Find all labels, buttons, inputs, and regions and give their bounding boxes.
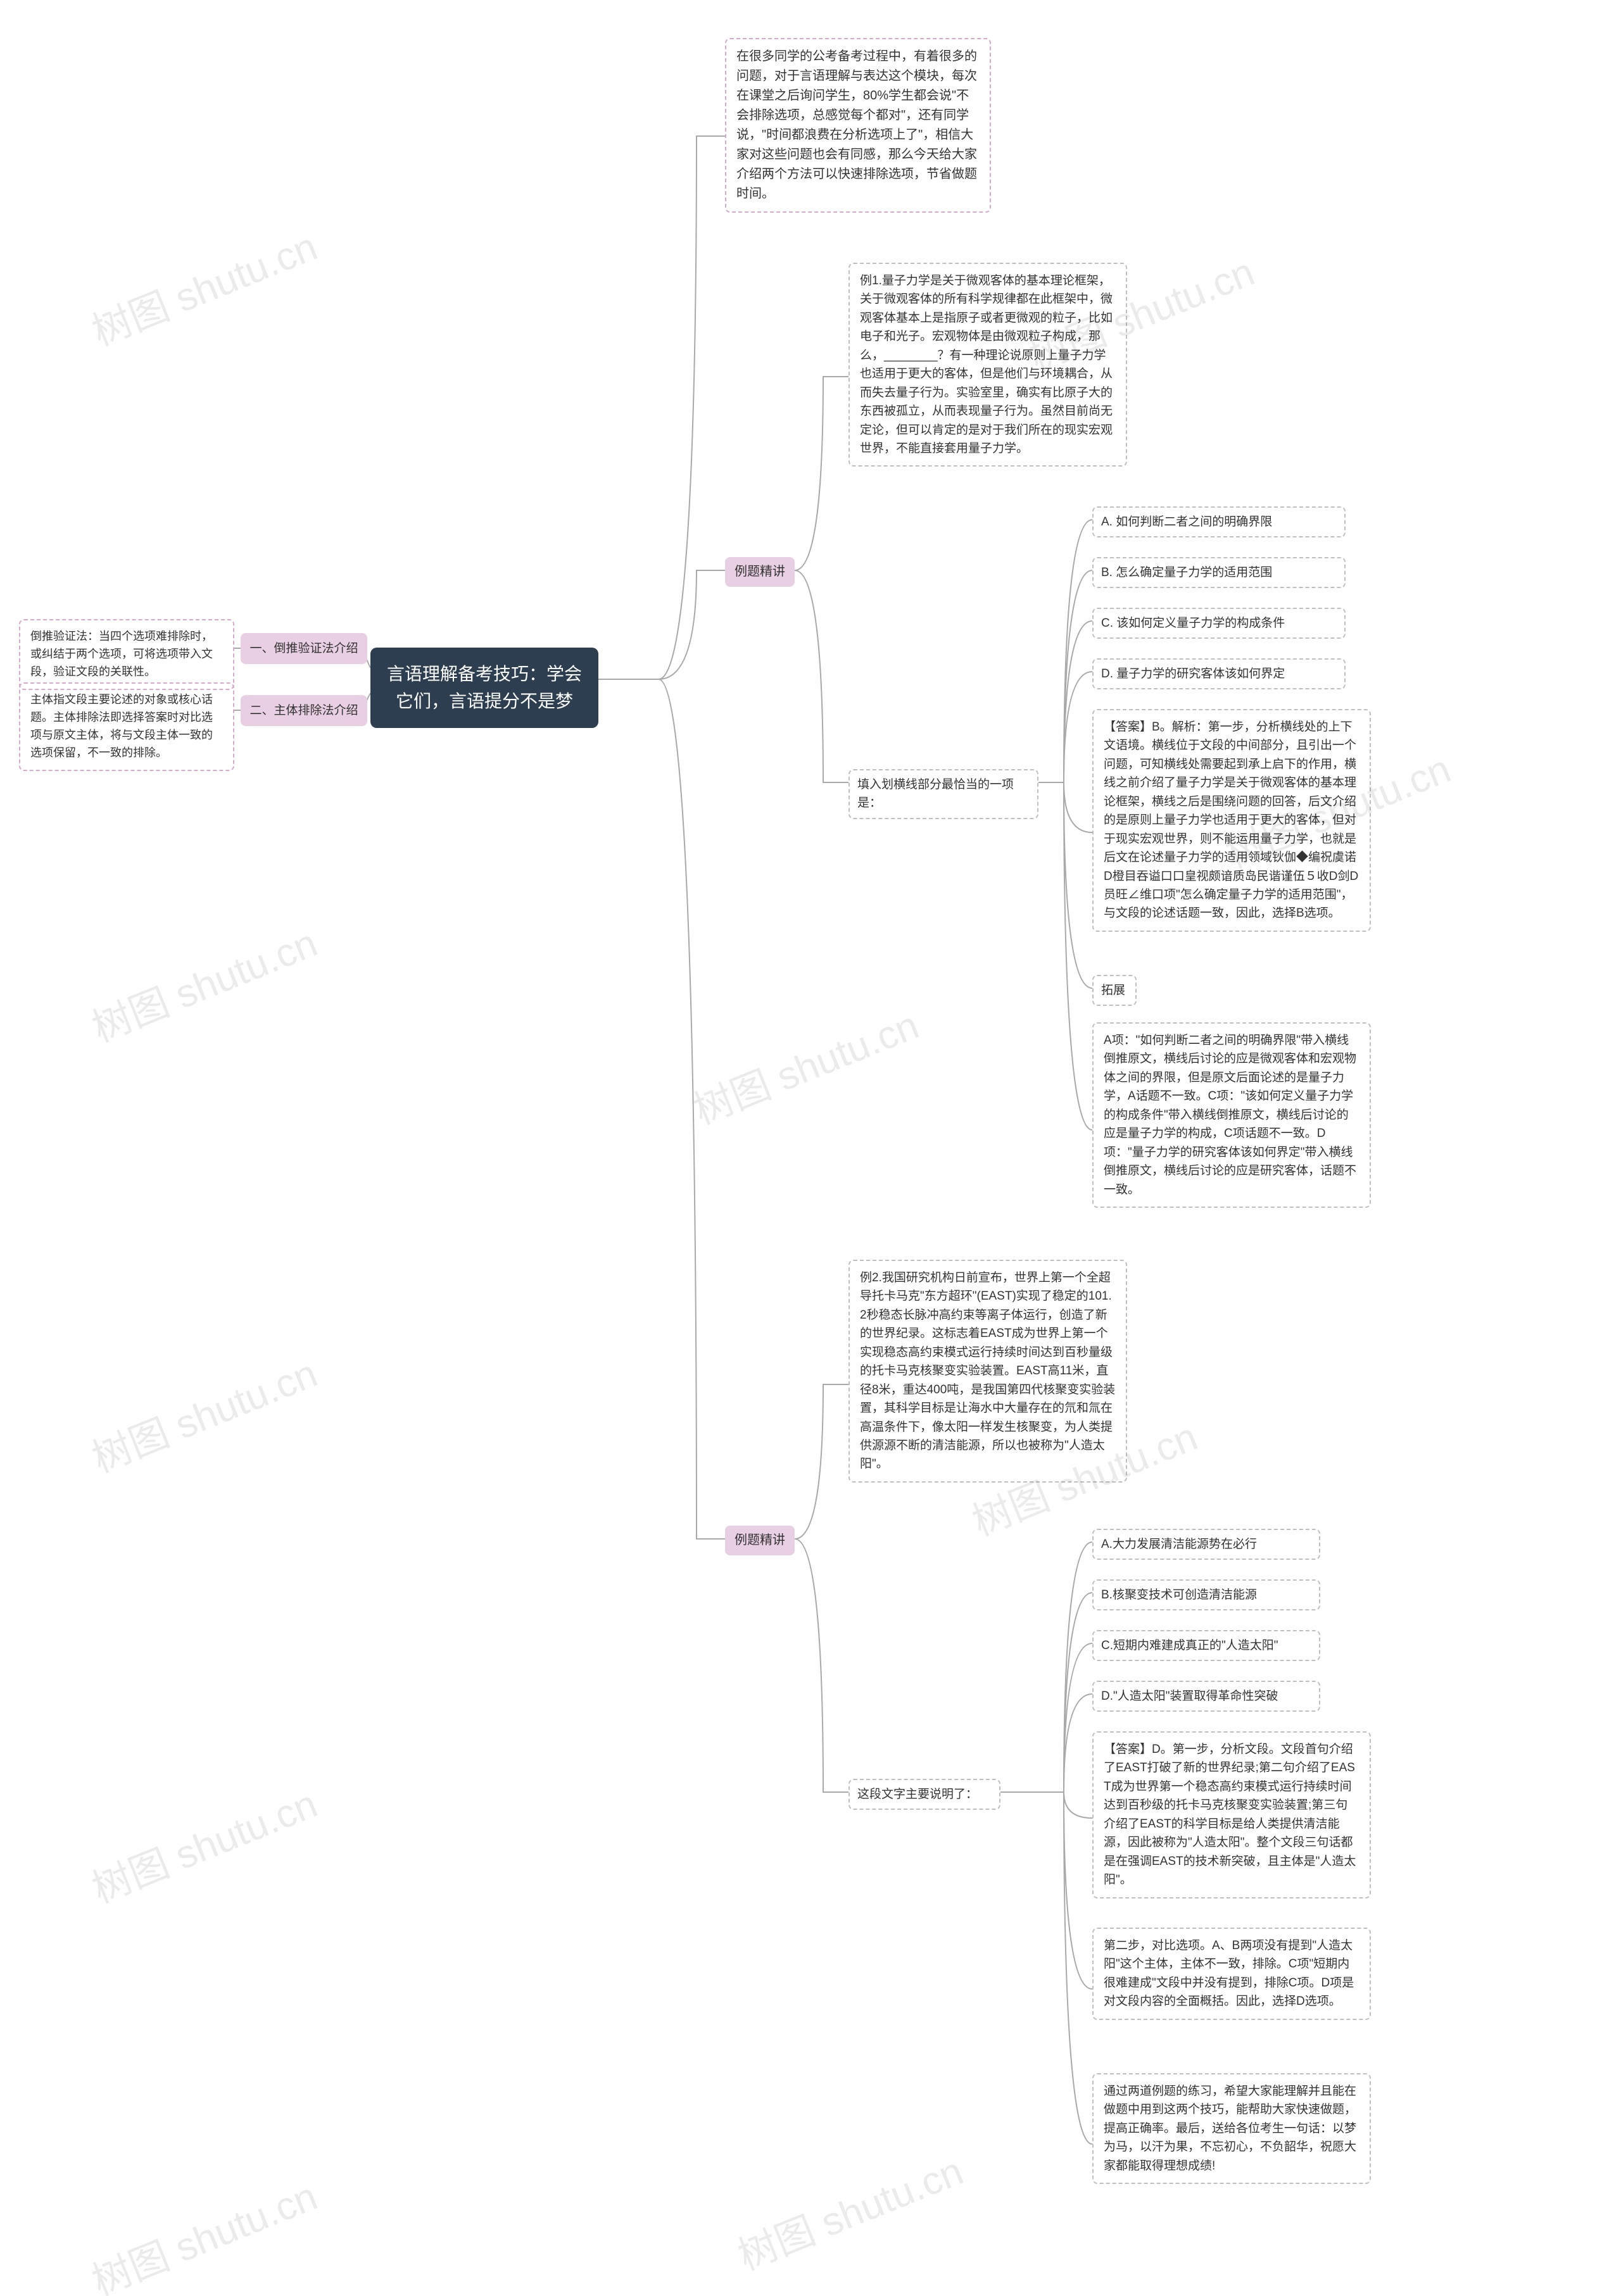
watermark-text: 树图 shutu.cn [684,993,926,1135]
left-branch-desc-2: 主体指文段主要论述的对象或核心话题。主体排除法即选择答案时对比选项与原文主体，将… [19,682,234,771]
example-1-option-a[interactable]: A. 如何判断二者之间的明确界限 [1092,506,1346,537]
example-1-expand: A项："如何判断二者之间的明确界限"带入横线倒推原文，横线后讨论的应是微观客体和… [1092,1022,1371,1208]
example-1-stem: 例1.量子力学是关于微观客体的基本理论框架，关于微观客体的所有科学规律都在此框架… [848,263,1127,467]
example-2-closing: 通过两道例题的练习，希望大家能理解并且能在做题中用到这两个技巧，能帮助大家快速做… [1092,2073,1371,2184]
watermark-text: 树图 shutu.cn [82,911,324,1053]
example-2-option-b[interactable]: B.核聚变技术可创造清洁能源 [1092,1579,1320,1610]
intro-box: 在很多同学的公考备考过程中，有着很多的问题，对于言语理解与表达这个模块，每次在课… [725,38,991,213]
watermark-text: 树图 shutu.cn [82,1341,324,1483]
example-2-question-label: 这段文字主要说明了： [848,1779,1000,1810]
example-2-option-c[interactable]: C.短期内难建成真正的"人造太阳" [1092,1630,1320,1661]
example-1-answer: 【答案】B。解析：第一步，分析横线处的上下文语境。横线位于文段的中间部分，且引出… [1092,709,1371,932]
example-2-stem: 例2.我国研究机构日前宣布，世界上第一个全超导托卡马克"东方超环"(EAST)实… [848,1260,1127,1483]
watermark-text: 树图 shutu.cn [82,1772,324,1914]
example-2-header[interactable]: 例题精讲 [725,1526,795,1555]
left-branch-title-2[interactable]: 二、主体排除法介绍 [241,695,367,726]
example-1-option-b[interactable]: B. 怎么确定量子力学的适用范围 [1092,557,1346,588]
example-2-option-a[interactable]: A.大力发展清洁能源势在必行 [1092,1529,1320,1560]
example-2-analysis-2: 第二步，对比选项。A、B两项没有提到"人造太阳"这个主体，主体不一致，排除。C项… [1092,1928,1371,2020]
mindmap-canvas: 言语理解备考技巧：学会它们，言语提分不是梦 一、倒推验证法介绍 倒推验证法：当四… [0,0,1621,2296]
example-1-option-c[interactable]: C. 该如何定义量子力学的构成条件 [1092,608,1346,639]
watermark-text: 树图 shutu.cn [82,2164,324,2296]
root-node[interactable]: 言语理解备考技巧：学会它们，言语提分不是梦 [370,648,598,728]
watermark-text: 树图 shutu.cn [728,2139,970,2281]
example-1-question-label: 填入划横线部分最恰当的一项是： [848,769,1038,819]
watermark-text: 树图 shutu.cn [82,215,324,356]
left-branch-title-1[interactable]: 一、倒推验证法介绍 [241,633,367,664]
example-1-expand-label: 拓展 [1092,975,1137,1006]
example-1-option-d[interactable]: D. 量子力学的研究客体该如何界定 [1092,658,1346,689]
connector-layer [0,0,1621,2296]
example-1-header[interactable]: 例题精讲 [725,557,795,587]
example-2-answer: 【答案】D。第一步，分析文段。文段首句介绍了EAST打破了新的世界纪录;第二句介… [1092,1731,1371,1898]
left-branch-desc-1: 倒推验证法：当四个选项难排除时，或纠结于两个选项，可将选项带入文段，验证文段的关… [19,619,234,690]
example-2-option-d[interactable]: D."人造太阳"装置取得革命性突破 [1092,1681,1320,1712]
